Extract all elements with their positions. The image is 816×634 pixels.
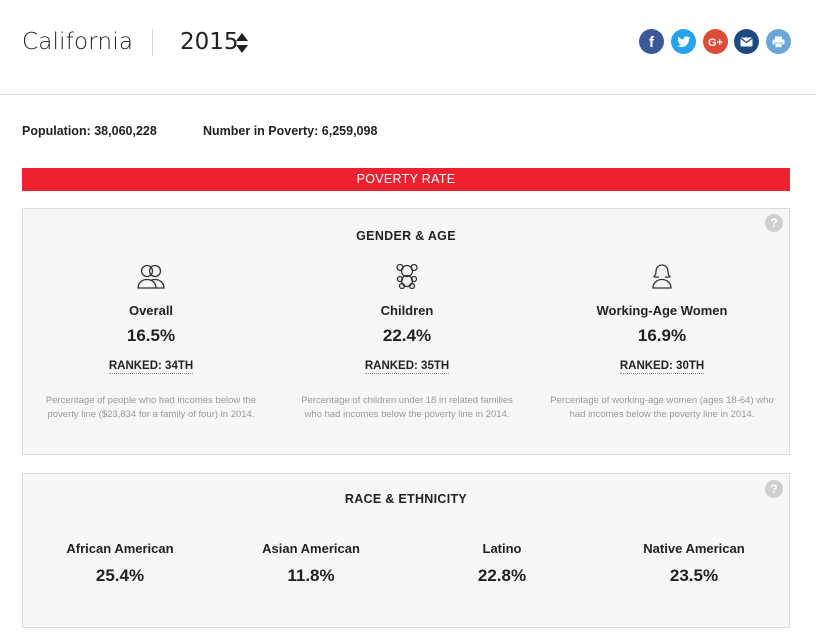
page-header: California 2015 f G+	[0, 0, 816, 95]
poverty-count-label: Number in Poverty:	[203, 124, 319, 138]
woman-icon	[652, 264, 672, 289]
poverty-count-stat: Number in Poverty: 6,259,098	[203, 124, 377, 138]
african-american-column: African American 25.4%	[45, 541, 195, 586]
latino-column: Latino 22.8%	[427, 541, 577, 586]
children-column: Children 22.4% RANKED: 35TH Percentage o…	[291, 263, 523, 422]
working-age-women-column: Working-Age Women 16.9% RANKED: 30TH Per…	[545, 263, 779, 422]
children-rate: 22.4%	[382, 326, 432, 345]
latino-rate: 22.8%	[477, 566, 527, 585]
year-select[interactable]: 2015	[180, 29, 239, 55]
gender-age-panel: GENDER & AGE ? Overall 16.5% RANKED: 34T…	[22, 208, 790, 455]
working-age-women-label: Working-Age Women	[596, 303, 728, 318]
help-icon[interactable]: ?	[765, 214, 783, 232]
race-ethnicity-title: RACE & ETHNICITY	[344, 492, 468, 506]
people-icon	[137, 264, 165, 289]
teddy-bear-icon	[396, 263, 418, 289]
native-american-rate: 23.5%	[669, 566, 719, 585]
overall-rank[interactable]: RANKED: 34TH	[108, 360, 194, 374]
facebook-icon[interactable]: f	[639, 29, 664, 54]
race-ethnicity-panel: RACE & ETHNICITY ? African American 25.4…	[22, 473, 790, 628]
header-divider	[152, 28, 153, 56]
help-icon[interactable]: ?	[765, 480, 783, 498]
overall-column: Overall 16.5% RANKED: 34TH Percentage of…	[37, 263, 265, 422]
email-icon[interactable]	[734, 29, 759, 54]
print-icon[interactable]	[766, 29, 791, 54]
native-american-label: Native American	[643, 541, 745, 556]
overall-description: Percentage of people who had incomes bel…	[45, 395, 257, 420]
population-stat: Population: 38,060,228	[22, 124, 157, 138]
gender-age-title: GENDER & AGE	[356, 229, 456, 243]
overall-label: Overall	[128, 303, 174, 318]
year-stepper-icon[interactable]	[235, 32, 249, 54]
children-rank[interactable]: RANKED: 35TH	[364, 360, 450, 374]
children-label: Children	[380, 303, 434, 318]
latino-label: Latino	[482, 541, 522, 556]
population-value: 38,060,228	[94, 124, 157, 138]
african-american-label: African American	[66, 541, 174, 556]
asian-american-rate: 11.8%	[287, 566, 335, 585]
poverty-count-value: 6,259,098	[321, 124, 378, 138]
poverty-rate-header: POVERTY RATE	[22, 168, 790, 191]
google-plus-icon[interactable]: G+	[703, 29, 728, 54]
native-american-column: Native American 23.5%	[619, 541, 769, 586]
asian-american-column: Asian American 11.8%	[236, 541, 386, 586]
population-label: Population:	[22, 124, 91, 138]
asian-american-label: Asian American	[262, 541, 360, 556]
state-title: California	[22, 29, 134, 55]
working-age-women-description: Percentage of working-age women (ages 18…	[550, 395, 774, 420]
working-age-women-rate: 16.9%	[637, 326, 687, 345]
children-description: Percentage of children under 18 in relat…	[301, 395, 513, 420]
svg-text:f: f	[649, 34, 655, 51]
working-age-women-rank[interactable]: RANKED: 30TH	[619, 360, 705, 374]
svg-text:G+: G+	[708, 37, 723, 49]
african-american-rate: 25.4%	[95, 566, 145, 585]
overall-rate: 16.5%	[126, 326, 176, 345]
twitter-icon[interactable]	[671, 29, 696, 54]
